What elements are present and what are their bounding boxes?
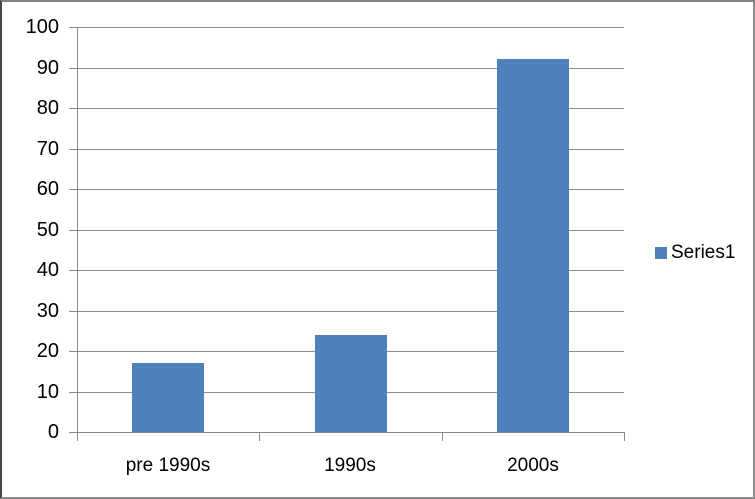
y-axis-tick-label: 50 — [36, 219, 59, 241]
y-axis-tick — [69, 432, 77, 433]
x-axis-tick-label: pre 1990s — [125, 455, 211, 476]
gridline — [77, 270, 624, 271]
y-axis-tick — [69, 351, 77, 352]
y-axis-tick — [69, 108, 77, 109]
gridline — [77, 230, 624, 231]
legend-series-label: Series1 — [671, 242, 736, 263]
y-axis-tick — [69, 27, 77, 28]
bar — [132, 363, 204, 432]
x-axis-tick — [624, 432, 625, 441]
y-axis-tick-label: 60 — [36, 178, 59, 200]
y-axis-tick-label: 0 — [47, 421, 59, 443]
y-axis-tick-label: 70 — [36, 138, 59, 160]
bar — [497, 59, 569, 432]
x-axis-line — [77, 432, 625, 433]
y-axis-tick-label: 40 — [36, 259, 59, 281]
legend: Series1 — [655, 243, 735, 263]
y-axis-tick-label: 10 — [36, 381, 59, 403]
gridline — [77, 68, 624, 69]
x-axis-tick — [259, 432, 260, 441]
x-axis-tick — [442, 432, 443, 441]
y-axis-tick — [69, 230, 77, 231]
y-axis-tick-label: 20 — [36, 340, 59, 362]
gridline — [77, 27, 624, 28]
y-axis-tick-label: 100 — [25, 16, 59, 38]
x-axis-tick — [77, 432, 78, 441]
y-axis-tick-label: 30 — [36, 300, 59, 322]
y-axis-line — [77, 27, 78, 433]
y-axis-tick-label: 80 — [36, 97, 59, 119]
bar — [315, 335, 387, 432]
y-axis-tick — [69, 270, 77, 271]
gridline — [77, 189, 624, 190]
x-axis-tick-label: 2000s — [507, 455, 559, 476]
gridline — [77, 108, 624, 109]
y-axis-tick — [69, 392, 77, 393]
x-axis-tick-label: 1990s — [324, 455, 376, 476]
gridline — [77, 149, 624, 150]
y-axis-tick — [69, 311, 77, 312]
y-axis-tick — [69, 189, 77, 190]
gridline — [77, 311, 624, 312]
y-axis-tick — [69, 68, 77, 69]
legend-color-swatch — [655, 247, 667, 259]
y-axis-tick-label: 90 — [36, 57, 59, 79]
y-axis-tick — [69, 149, 77, 150]
